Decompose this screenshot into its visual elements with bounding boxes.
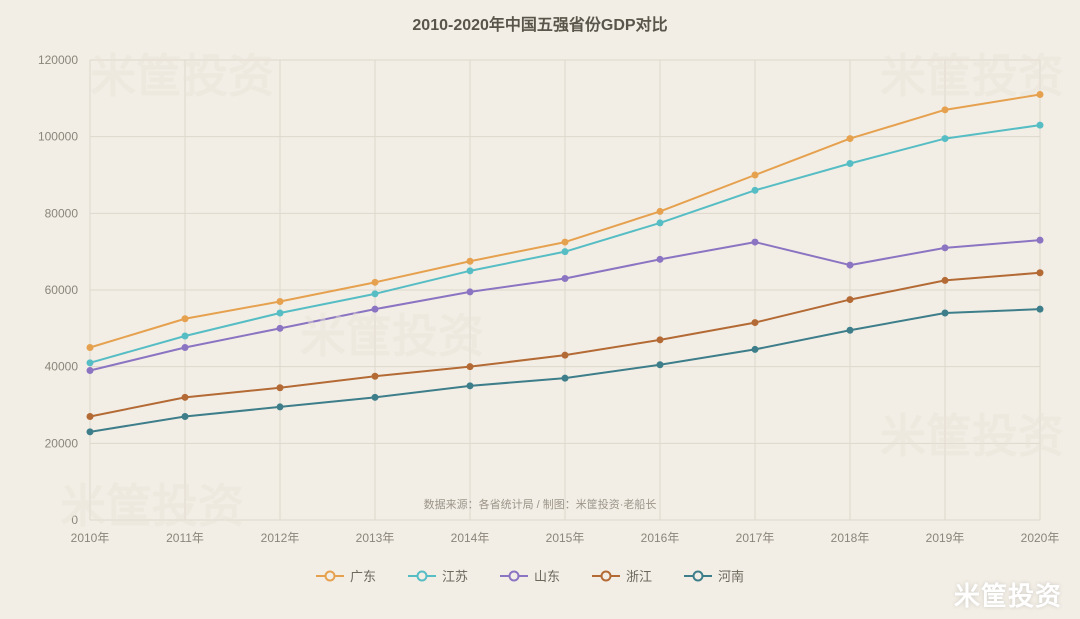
y-axis-label: 40000 [45,360,79,374]
series-marker [182,344,189,351]
y-axis-label: 20000 [45,436,79,450]
series-marker [752,172,759,179]
series-marker [562,239,569,246]
bg-watermark: 米筐投资 [880,40,1064,106]
legend-label: 江苏 [442,569,468,584]
bg-watermark: 米筐投资 [90,40,274,106]
series-marker [1037,122,1044,129]
series-marker [372,394,379,401]
series-marker [657,208,664,215]
series-marker [87,428,94,435]
series-marker [942,244,949,251]
series-marker [277,310,284,317]
bg-watermark: 米筐投资 [880,400,1064,466]
series-marker [467,288,474,295]
series-marker [657,336,664,343]
series-marker [657,256,664,263]
series-marker [752,346,759,353]
series-marker [277,384,284,391]
series-marker [372,373,379,380]
series-marker [562,248,569,255]
series-marker [847,327,854,334]
series-marker [87,413,94,420]
series-marker [467,267,474,274]
x-axis-label: 2018年 [831,531,870,545]
y-axis-label: 80000 [45,206,79,220]
y-axis-label: 120000 [38,53,78,67]
series-marker [182,413,189,420]
series-marker [942,310,949,317]
series-marker [847,135,854,142]
chart-subcaption: 数据来源：各省统计局 / 制图：米筐投资·老船长 [424,497,657,511]
series-marker [1037,306,1044,313]
chart-title: 2010-2020年中国五强省份GDP对比 [412,15,667,34]
series-marker [87,344,94,351]
series-marker [1037,237,1044,244]
series-marker [562,352,569,359]
series-marker [942,106,949,113]
x-axis-label: 2012年 [261,531,300,545]
series-marker [372,279,379,286]
series-marker [372,290,379,297]
series-marker [847,262,854,269]
y-axis-label: 100000 [38,130,78,144]
x-axis-label: 2020年 [1021,531,1060,545]
legend-marker [326,572,335,581]
series-marker [87,367,94,374]
series-marker [1037,269,1044,276]
gdp-line-chart: 0200004000060000800001000001200002010年20… [0,0,1080,619]
x-axis-label: 2015年 [546,531,585,545]
series-marker [562,375,569,382]
x-axis-label: 2013年 [356,531,395,545]
legend-label: 河南 [718,569,744,584]
y-axis-label: 60000 [45,283,79,297]
series-marker [182,333,189,340]
legend-label: 广东 [350,569,376,584]
series-marker [752,187,759,194]
legend-label: 山东 [534,569,560,584]
series-marker [562,275,569,282]
legend-marker [694,572,703,581]
legend-marker [602,572,611,581]
series-marker [467,382,474,389]
series-marker [752,319,759,326]
series-marker [752,239,759,246]
bg-watermark: 米筐投资 [60,470,244,536]
series-marker [942,277,949,284]
series-marker [182,394,189,401]
x-axis-label: 2019年 [926,531,965,545]
x-axis-label: 2014年 [451,531,490,545]
legend-label: 浙江 [626,569,652,584]
bg-watermark: 米筐投资 [300,300,484,366]
series-marker [467,258,474,265]
series-marker [657,219,664,226]
x-axis-label: 2016年 [641,531,680,545]
series-marker [657,361,664,368]
series-marker [87,359,94,366]
series-marker [847,160,854,167]
series-marker [942,135,949,142]
series-marker [277,403,284,410]
series-marker [277,298,284,305]
corner-watermark: 米筐投资 [954,576,1062,613]
legend-marker [418,572,427,581]
series-marker [847,296,854,303]
series-marker [277,325,284,332]
legend-marker [510,572,519,581]
series-marker [182,315,189,322]
x-axis-label: 2017年 [736,531,775,545]
